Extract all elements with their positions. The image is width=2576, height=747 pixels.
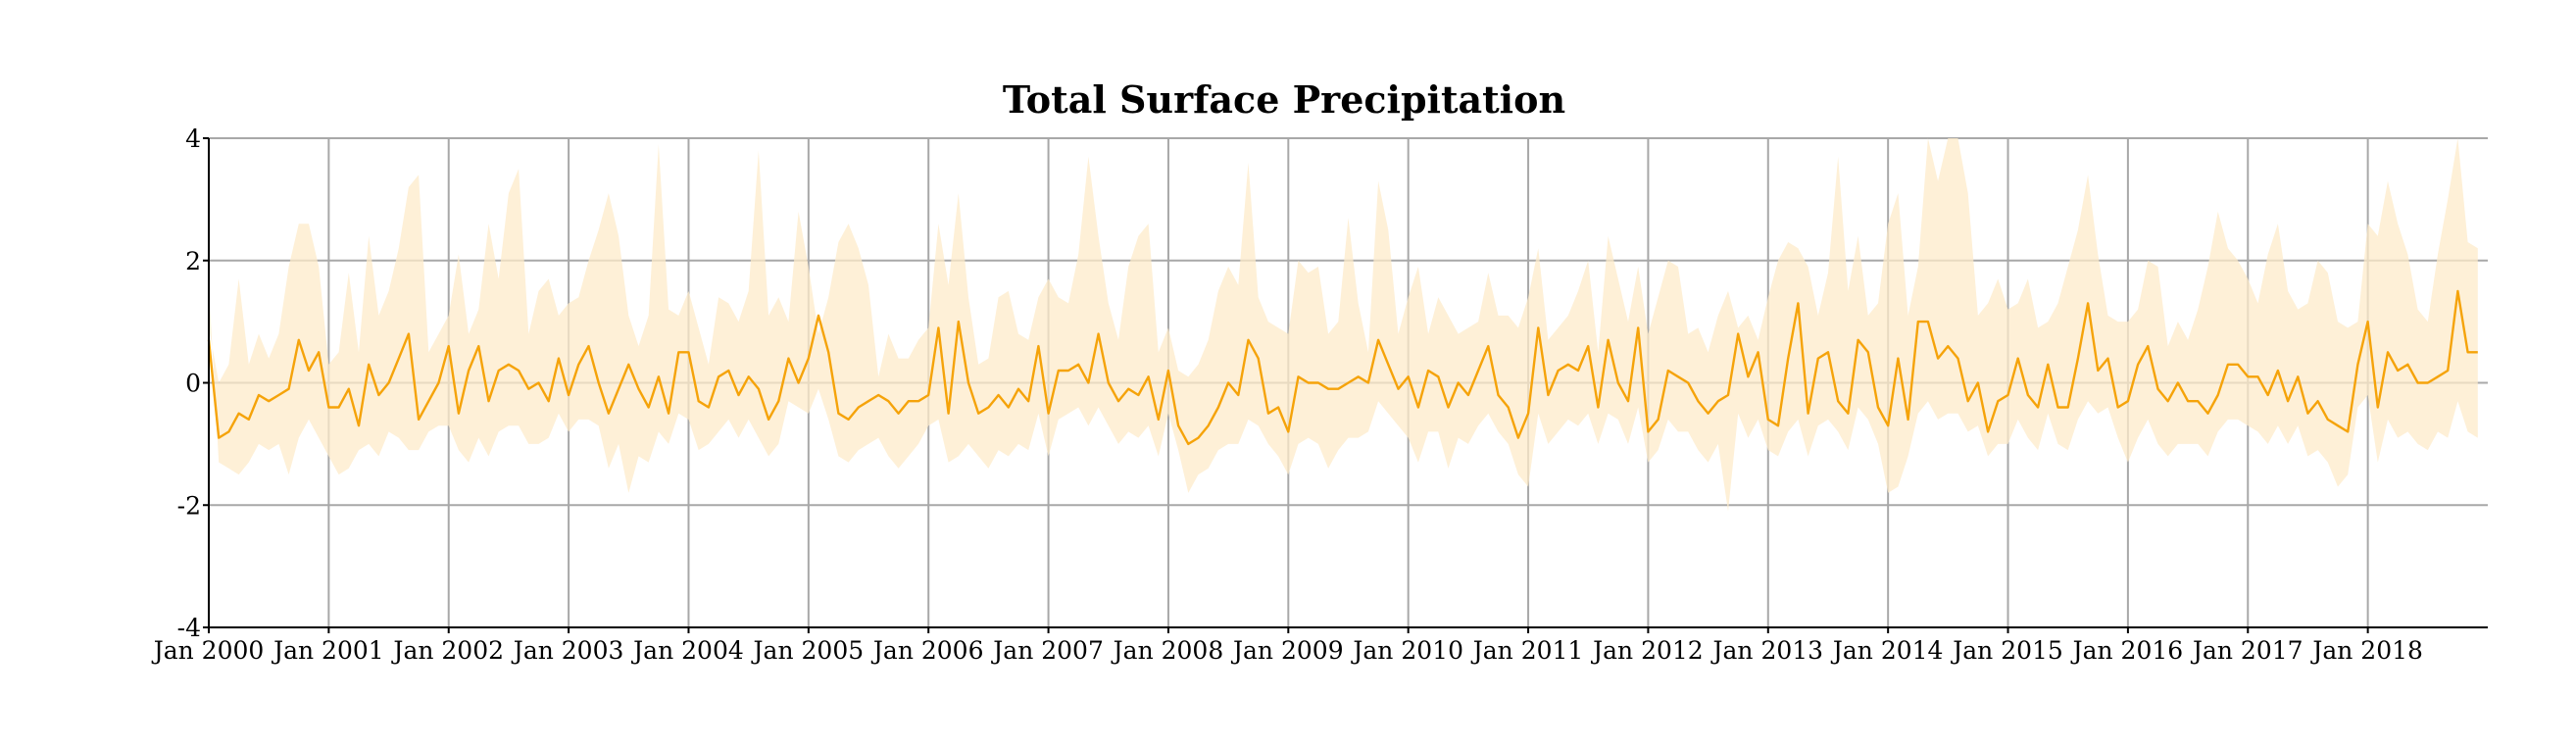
x-tick-label: Jan 2014: [1830, 636, 1944, 665]
x-tick-label: Jan 2010: [1350, 636, 1463, 665]
x-tick-label: Jan 2001: [271, 636, 384, 665]
chart-title: Total Surface Precipitation: [1003, 77, 1565, 122]
x-axis-tick-labels: Jan 2000 Jan 2001 Jan 2002 Jan 2003 Jan 2004…: [151, 627, 2423, 665]
x-tick-label: Jan 2002: [390, 636, 504, 665]
x-tick-label: Jan 2005: [751, 636, 865, 665]
y-tick-label: -2: [177, 491, 201, 520]
range-band-layer: [209, 138, 2478, 512]
x-tick-label: Jan 2007: [990, 636, 1104, 665]
x-tick-label: Jan 2013: [1709, 636, 1823, 665]
x-tick-label: Jan 2015: [1950, 636, 2063, 665]
y-axis-tick-labels: 4 2 0 -2 -4: [177, 124, 209, 642]
x-tick-label: Jan 2000: [151, 636, 265, 665]
x-tick-label: Jan 2004: [630, 636, 744, 665]
x-tick-label: Jan 2011: [1470, 636, 1584, 665]
x-tick-label: Jan 2003: [511, 636, 624, 665]
y-tick-label: 2: [185, 247, 201, 275]
x-tick-label: Jan 2016: [2070, 636, 2184, 665]
x-tick-label: Jan 2018: [2309, 636, 2423, 665]
x-tick-label: Jan 2012: [1590, 636, 1704, 665]
mean-line-layer: [207, 289, 2478, 446]
mean-line: [207, 289, 2478, 446]
x-tick-label: Jan 2006: [870, 636, 984, 665]
range-band: [209, 138, 2478, 512]
y-tick-label: -4: [177, 614, 201, 642]
x-tick-label: Jan 2009: [1230, 636, 1344, 665]
x-tick-label: Jan 2017: [2190, 636, 2304, 665]
y-tick-label: 4: [185, 124, 201, 153]
x-tick-label: Jan 2008: [1111, 636, 1224, 665]
y-tick-label: 0: [185, 370, 201, 398]
